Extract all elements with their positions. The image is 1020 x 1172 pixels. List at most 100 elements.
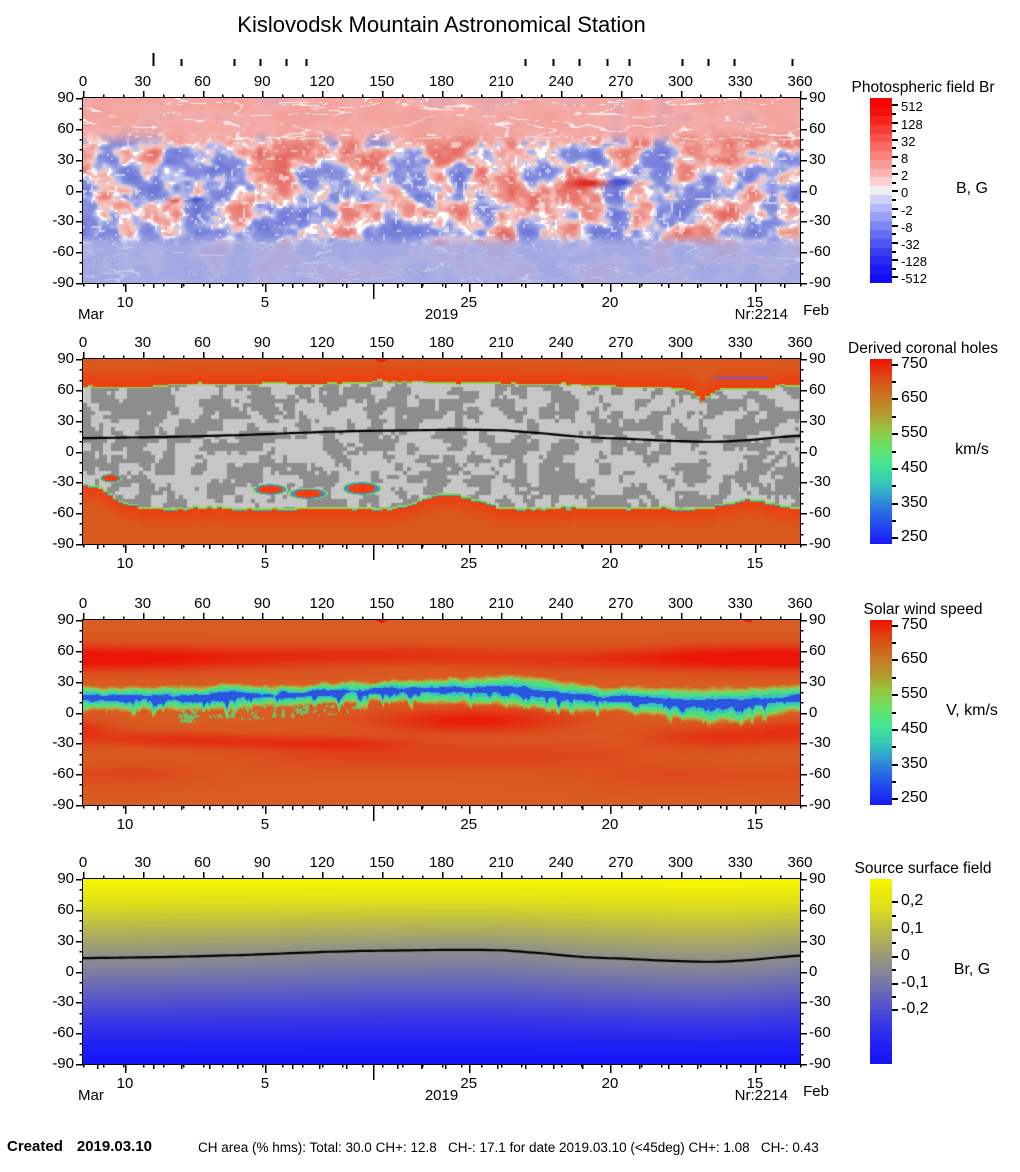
colorbar-tick xyxy=(892,276,898,279)
colorbar-tick xyxy=(892,207,898,210)
date-tick-label: 20 xyxy=(601,555,619,572)
colorbar-tick-label: 32 xyxy=(901,133,916,149)
lon-tick-label: 90 xyxy=(253,334,271,351)
colorbar-minor-tick xyxy=(892,520,896,523)
colorbar-tick xyxy=(892,224,898,227)
colorbar-title-photospheric: Photospheric field Br xyxy=(851,79,995,96)
lat-tick-label-right: -90 xyxy=(809,796,831,813)
colorbar-tick-label: 350 xyxy=(901,754,928,772)
colorbar-tick xyxy=(892,694,898,697)
colorbar-tick-label: 0,2 xyxy=(901,892,924,910)
lat-tick-label-left: 60 xyxy=(57,641,74,659)
date-tick-label: 5 xyxy=(260,294,270,311)
colorbar-minor-tick xyxy=(892,942,896,945)
solar-wind-map xyxy=(83,620,800,805)
created-date: 2019.03.10 xyxy=(76,1138,152,1155)
colorbar xyxy=(870,879,892,1064)
lat-tick-label-right: 0 xyxy=(809,703,818,721)
colorbar-tick xyxy=(892,659,898,662)
colorbar-minor-tick xyxy=(892,915,896,917)
lat-tick-label-left: 30 xyxy=(57,411,74,429)
colorbar-tick xyxy=(892,928,898,931)
lat-tick-label-right: 90 xyxy=(809,350,826,367)
colorbar-tick-label: 2 xyxy=(901,168,909,184)
colorbar-tick xyxy=(892,901,898,904)
lon-tick-label: 210 xyxy=(488,334,514,351)
colorbar-tick xyxy=(892,363,898,366)
lon-tick-label: 120 xyxy=(309,854,335,871)
colorbar-title-source-surface: Source surface field xyxy=(854,860,992,877)
lon-tick-label: 180 xyxy=(428,595,455,612)
colorbar-tick-label: 750 xyxy=(901,615,928,633)
lat-tick-label-right: 90 xyxy=(809,870,826,887)
lon-tick-label: 60 xyxy=(194,334,211,351)
colorbar-tick-label: 0,1 xyxy=(901,919,924,937)
lon-tick-label: 270 xyxy=(608,334,634,351)
colorbar-unit-solar-wind: V, km/s xyxy=(946,701,998,719)
colorbar-minor-tick xyxy=(892,676,896,679)
date-tick-label: 5 xyxy=(260,816,270,833)
lat-tick-label-right: -60 xyxy=(809,1024,831,1042)
lat-tick-label-left: 30 xyxy=(57,672,74,690)
date-tick-label: 20 xyxy=(601,1075,619,1092)
lat-tick-label-right: 90 xyxy=(809,89,826,106)
lon-tick-label: 240 xyxy=(548,595,574,612)
colorbar-tick xyxy=(892,121,898,124)
colorbar-tick xyxy=(892,138,898,141)
colorbar-tick-label: 550 xyxy=(901,424,928,442)
year-label: 2019 xyxy=(424,1087,459,1104)
date-tick-label: 5 xyxy=(260,1075,270,1092)
lat-tick-label-left: 60 xyxy=(57,380,74,398)
colorbar-tick xyxy=(892,763,898,766)
ch-area-text: CH area (% hms): Total: 30.0 CH+: 12.8 C… xyxy=(198,1140,819,1155)
lon-tick-label: 180 xyxy=(428,854,455,871)
lat-tick-label-left: -30 xyxy=(52,993,74,1011)
colorbar-tick xyxy=(892,537,898,540)
lat-tick-label-left: 0 xyxy=(65,703,74,721)
lon-tick-label: 120 xyxy=(309,595,335,612)
colorbar-tick xyxy=(892,955,898,958)
lon-tick-label: 330 xyxy=(727,595,753,612)
lat-tick-label-left: 90 xyxy=(57,870,74,887)
lon-tick-label: 30 xyxy=(134,595,152,612)
lon-tick-label: 240 xyxy=(548,334,574,351)
colorbar-tick xyxy=(892,398,898,401)
lon-tick-label: 60 xyxy=(194,854,211,871)
colorbar-minor-tick xyxy=(892,641,896,644)
colorbar-tick-label: 650 xyxy=(901,389,928,407)
date-tick-label: 20 xyxy=(601,816,619,833)
colorbar-tick-label: 450 xyxy=(901,719,928,737)
lat-tick-label-right: 60 xyxy=(809,380,826,398)
lat-tick-label-right: 0 xyxy=(809,962,818,980)
lon-tick-label: 120 xyxy=(309,334,335,351)
lat-tick-label-right: -60 xyxy=(809,765,831,783)
colorbar-minor-tick xyxy=(892,969,896,972)
lat-tick-label-left: -30 xyxy=(52,473,74,491)
lat-tick-label-right: -60 xyxy=(809,243,831,261)
lat-tick-label-right: -90 xyxy=(809,535,831,552)
lon-tick-label: 300 xyxy=(667,73,694,90)
lat-tick-label-left: -90 xyxy=(52,274,74,291)
lat-tick-label-right: -30 xyxy=(809,212,831,230)
lon-tick-label: 90 xyxy=(253,595,271,612)
colorbar-minor-tick xyxy=(892,485,896,488)
colorbar-minor-tick xyxy=(892,415,896,418)
colorbar xyxy=(870,359,892,544)
lat-tick-label-right: 60 xyxy=(809,900,826,918)
photospheric-field-map xyxy=(83,98,800,283)
colorbar-minor-tick xyxy=(892,746,896,749)
event-marker-ticks xyxy=(152,53,794,66)
lon-tick-label: 30 xyxy=(134,334,152,351)
colorbar-tick-label: 512 xyxy=(901,99,923,115)
created-label: Created xyxy=(7,1138,63,1155)
colorbar-tick xyxy=(892,259,898,262)
colorbar-minor-tick xyxy=(892,164,896,167)
colorbar-minor-tick xyxy=(892,250,896,253)
lat-tick-label-left: -60 xyxy=(52,765,74,783)
lat-tick-label-right: -30 xyxy=(809,473,831,491)
date-tick-label: 15 xyxy=(746,555,764,572)
lat-tick-label-left: 0 xyxy=(65,962,74,980)
colorbar-minor-tick xyxy=(892,216,896,219)
lat-tick-label-right: 0 xyxy=(809,442,818,460)
lon-tick-label: 330 xyxy=(727,854,753,871)
